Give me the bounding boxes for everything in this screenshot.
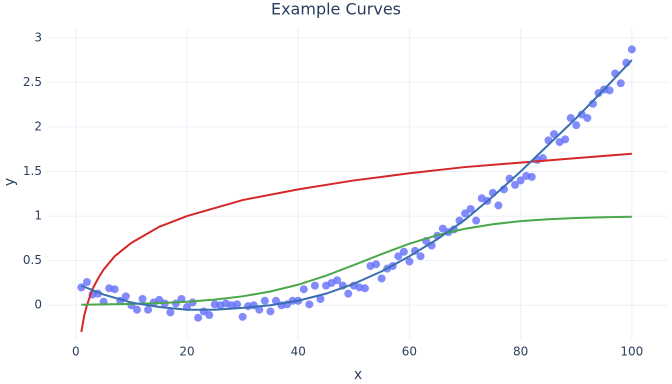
point [310, 281, 319, 290]
point [110, 285, 119, 294]
curve [80, 152, 632, 333]
point [527, 172, 536, 181]
curve [80, 59, 633, 311]
point [344, 289, 353, 298]
point [144, 305, 153, 314]
point [416, 252, 425, 261]
point [550, 130, 559, 139]
point [572, 121, 581, 130]
point [132, 305, 141, 314]
point [205, 311, 214, 320]
y-tick-label: 0.5 [23, 253, 42, 267]
point [511, 180, 520, 189]
y-tick-label: 0 [34, 298, 42, 312]
y-tick-label: 2 [34, 119, 42, 133]
point [194, 313, 203, 322]
x-tick-label: 40 [291, 345, 306, 359]
point [188, 298, 197, 307]
point [399, 247, 408, 256]
point [405, 257, 414, 266]
x-tick-label: 60 [402, 345, 417, 359]
x-tick-label: 0 [72, 345, 80, 359]
point [472, 216, 481, 225]
point [616, 79, 625, 88]
point [516, 176, 525, 185]
point [410, 246, 419, 255]
point [138, 294, 147, 303]
curve [81, 215, 632, 306]
point [377, 274, 386, 283]
point [627, 45, 636, 54]
x-tick-label: 80 [513, 345, 528, 359]
point [333, 276, 342, 285]
point [233, 300, 242, 309]
point [305, 300, 314, 309]
x-axis-label: x [354, 367, 362, 383]
x-tick-label: 20 [179, 345, 194, 359]
point [260, 296, 269, 305]
point [271, 296, 280, 305]
point [561, 135, 570, 144]
chart-title: Example Curves [271, 0, 401, 19]
point [266, 307, 275, 316]
point [166, 308, 175, 317]
point [360, 284, 369, 293]
point [466, 204, 475, 213]
point [461, 209, 470, 218]
point [566, 114, 575, 123]
point [394, 252, 403, 261]
y-axis-label: y [2, 178, 18, 186]
point [82, 278, 91, 287]
point [583, 114, 592, 123]
x-tick-label: 100 [620, 345, 643, 359]
point [121, 292, 130, 301]
y-tick-label: 1.5 [23, 164, 42, 178]
point [494, 201, 503, 210]
y-tick-label: 1 [34, 209, 42, 223]
point [316, 294, 325, 303]
point [255, 305, 264, 314]
point [299, 285, 308, 294]
point [238, 312, 247, 321]
point [372, 260, 381, 269]
point [605, 86, 614, 95]
y-tick-label: 3 [34, 30, 42, 44]
y-tick-label: 2.5 [23, 75, 42, 89]
